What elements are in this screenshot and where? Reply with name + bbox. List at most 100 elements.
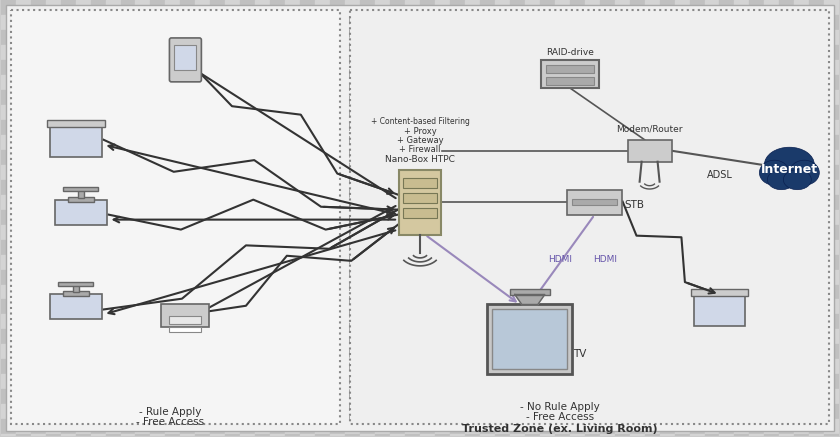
Bar	[450, 45, 465, 60]
Bar	[106, 255, 120, 270]
Bar	[120, 180, 135, 194]
Text: - Rule Apply: - Rule Apply	[139, 407, 202, 417]
Bar	[824, 419, 839, 434]
Bar	[570, 194, 585, 210]
Bar	[690, 419, 705, 434]
Bar	[31, 135, 45, 150]
Bar	[150, 75, 165, 90]
Bar	[420, 90, 435, 105]
Bar	[375, 270, 390, 284]
Bar	[435, 389, 450, 404]
Bar	[540, 299, 554, 315]
Bar	[91, 0, 106, 15]
Bar	[286, 120, 300, 135]
Bar	[16, 255, 31, 270]
Bar	[480, 255, 495, 270]
Bar	[540, 344, 554, 359]
Bar	[196, 434, 210, 437]
Bar	[76, 194, 91, 210]
Bar	[420, 75, 435, 90]
Bar	[510, 30, 525, 45]
Bar	[420, 165, 435, 180]
Bar	[675, 239, 690, 255]
Bar	[390, 135, 405, 150]
Bar	[420, 419, 435, 434]
Bar	[375, 194, 390, 210]
Bar	[225, 284, 240, 299]
Bar	[675, 284, 690, 299]
Bar	[60, 255, 76, 270]
Bar	[60, 30, 76, 45]
Bar	[196, 60, 210, 75]
Bar	[1, 404, 16, 419]
Bar	[420, 15, 435, 30]
Bar	[749, 210, 764, 225]
Bar	[31, 120, 45, 135]
Bar	[600, 90, 615, 105]
Bar	[809, 180, 824, 194]
Bar	[644, 375, 659, 389]
Bar	[435, 284, 450, 299]
Bar	[809, 45, 824, 60]
Bar	[749, 30, 764, 45]
Bar	[705, 45, 720, 60]
Bar	[824, 105, 839, 120]
Bar	[135, 284, 150, 299]
Bar	[31, 329, 45, 344]
Bar	[225, 105, 240, 120]
Bar	[720, 105, 734, 120]
Bar	[659, 329, 675, 344]
Bar	[780, 389, 795, 404]
Bar	[600, 120, 615, 135]
Bar	[375, 389, 390, 404]
Bar	[525, 284, 540, 299]
Bar	[615, 434, 630, 437]
Text: TV: TV	[573, 350, 586, 359]
Bar	[487, 305, 572, 375]
Bar	[420, 150, 435, 165]
Bar	[405, 239, 420, 255]
Bar	[465, 284, 480, 299]
Bar	[480, 284, 495, 299]
Bar	[150, 105, 165, 120]
Bar	[630, 419, 644, 434]
Bar	[600, 135, 615, 150]
Bar	[1, 239, 16, 255]
Bar	[734, 15, 749, 30]
Bar	[286, 105, 300, 120]
Bar	[570, 375, 585, 389]
Bar	[405, 284, 420, 299]
Bar	[554, 165, 570, 180]
Bar	[720, 389, 734, 404]
Bar	[225, 60, 240, 75]
Bar	[91, 344, 106, 359]
Bar	[45, 255, 60, 270]
Bar	[330, 225, 345, 239]
Bar	[31, 255, 45, 270]
Bar	[345, 270, 360, 284]
Bar	[450, 434, 465, 437]
Bar	[106, 75, 120, 90]
Bar	[675, 180, 690, 194]
Bar	[405, 329, 420, 344]
Bar	[91, 419, 106, 434]
Bar	[465, 15, 480, 30]
Bar	[824, 0, 839, 15]
Bar	[690, 194, 705, 210]
Bar	[764, 150, 780, 165]
Bar	[690, 329, 705, 344]
Bar	[405, 299, 420, 315]
Bar	[540, 255, 554, 270]
Bar	[91, 30, 106, 45]
Bar	[435, 419, 450, 434]
Bar	[300, 434, 315, 437]
Bar	[600, 359, 615, 375]
Bar	[435, 239, 450, 255]
Bar	[210, 255, 225, 270]
Bar	[255, 344, 270, 359]
Bar	[225, 270, 240, 284]
Bar	[824, 375, 839, 389]
Bar	[795, 434, 809, 437]
Bar	[165, 239, 181, 255]
Bar	[450, 315, 465, 329]
